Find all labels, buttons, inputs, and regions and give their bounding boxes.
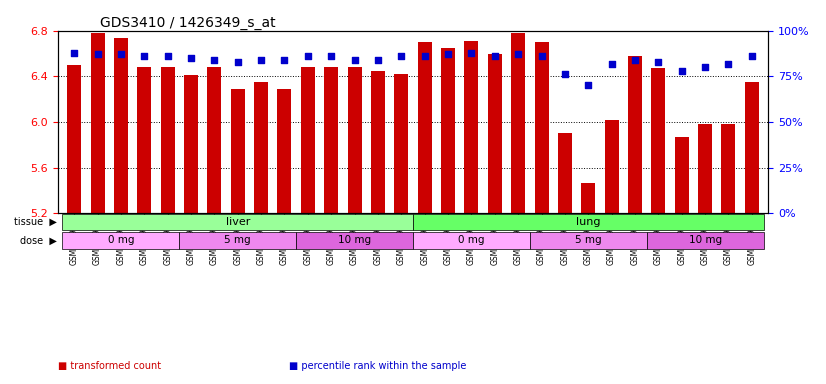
Point bbox=[372, 57, 385, 63]
Point bbox=[488, 53, 501, 60]
Bar bbox=[558, 133, 572, 213]
Point bbox=[278, 57, 291, 63]
Point bbox=[68, 50, 81, 56]
FancyBboxPatch shape bbox=[529, 232, 647, 249]
Text: liver: liver bbox=[225, 217, 250, 227]
Text: 0 mg: 0 mg bbox=[458, 235, 485, 245]
FancyBboxPatch shape bbox=[297, 232, 413, 249]
Bar bbox=[675, 137, 689, 213]
Bar bbox=[488, 53, 502, 213]
Bar bbox=[325, 67, 338, 213]
Bar bbox=[230, 89, 244, 213]
Bar bbox=[534, 42, 548, 213]
Bar bbox=[511, 33, 525, 213]
Point bbox=[652, 59, 665, 65]
Bar bbox=[745, 82, 759, 213]
Point bbox=[325, 53, 338, 60]
Text: 10 mg: 10 mg bbox=[689, 235, 722, 245]
Text: 10 mg: 10 mg bbox=[338, 235, 371, 245]
FancyBboxPatch shape bbox=[413, 232, 529, 249]
Bar bbox=[441, 48, 455, 213]
FancyBboxPatch shape bbox=[413, 214, 763, 230]
FancyBboxPatch shape bbox=[179, 232, 297, 249]
Bar bbox=[301, 67, 315, 213]
Bar bbox=[628, 56, 642, 213]
Bar bbox=[184, 75, 198, 213]
Bar bbox=[91, 33, 105, 213]
Point bbox=[254, 57, 268, 63]
Bar bbox=[605, 120, 619, 213]
Point bbox=[418, 53, 431, 60]
Text: ■ percentile rank within the sample: ■ percentile rank within the sample bbox=[289, 361, 467, 371]
FancyBboxPatch shape bbox=[647, 232, 763, 249]
Bar bbox=[582, 184, 596, 213]
FancyBboxPatch shape bbox=[63, 214, 413, 230]
Text: tissue  ▶: tissue ▶ bbox=[15, 217, 57, 227]
Text: 5 mg: 5 mg bbox=[225, 235, 251, 245]
Point bbox=[91, 51, 104, 58]
Point bbox=[348, 57, 361, 63]
Bar bbox=[348, 67, 362, 213]
Bar bbox=[254, 82, 268, 213]
Point bbox=[605, 61, 618, 67]
Text: dose  ▶: dose ▶ bbox=[21, 235, 57, 245]
Point bbox=[301, 53, 315, 60]
Point bbox=[558, 71, 572, 78]
Bar bbox=[464, 41, 478, 213]
Point bbox=[138, 53, 151, 60]
Point bbox=[161, 53, 174, 60]
Bar bbox=[207, 67, 221, 213]
Point bbox=[184, 55, 197, 61]
Bar bbox=[721, 124, 735, 213]
Text: lung: lung bbox=[576, 217, 601, 227]
Point bbox=[395, 53, 408, 60]
Bar bbox=[394, 74, 408, 213]
FancyBboxPatch shape bbox=[63, 232, 179, 249]
Text: 5 mg: 5 mg bbox=[575, 235, 601, 245]
Bar bbox=[652, 68, 666, 213]
Point bbox=[629, 57, 642, 63]
Bar bbox=[160, 67, 174, 213]
Point bbox=[582, 83, 595, 89]
Text: GDS3410 / 1426349_s_at: GDS3410 / 1426349_s_at bbox=[101, 16, 276, 30]
Point bbox=[535, 53, 548, 60]
Bar bbox=[698, 124, 712, 213]
Point bbox=[114, 51, 127, 58]
Bar bbox=[137, 67, 151, 213]
Point bbox=[745, 53, 758, 60]
Point bbox=[511, 51, 525, 58]
Point bbox=[231, 59, 244, 65]
Point bbox=[208, 57, 221, 63]
Bar bbox=[278, 89, 292, 213]
Point bbox=[465, 50, 478, 56]
Bar bbox=[114, 38, 128, 213]
Bar bbox=[67, 65, 81, 213]
Text: 0 mg: 0 mg bbox=[107, 235, 134, 245]
Point bbox=[675, 68, 688, 74]
Point bbox=[722, 61, 735, 67]
Point bbox=[441, 51, 454, 58]
Bar bbox=[418, 42, 432, 213]
Bar bbox=[371, 71, 385, 213]
Text: ■ transformed count: ■ transformed count bbox=[58, 361, 161, 371]
Point bbox=[699, 64, 712, 70]
